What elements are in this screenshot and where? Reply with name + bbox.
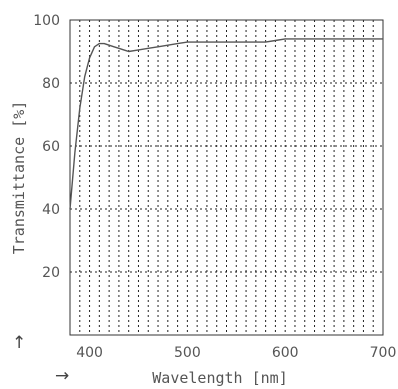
plot-frame (69, 19, 384, 336)
y-tick-label: 100 (33, 13, 60, 29)
x-tick-label: 500 (174, 345, 201, 361)
series-layer (69, 38, 383, 210)
y-tick-label: 40 (42, 202, 60, 218)
x-tick-label: 600 (272, 345, 299, 361)
grid-layer (70, 20, 383, 335)
transmittance-line (69, 38, 383, 210)
y-axis-arrow-icon: ↑ (12, 333, 26, 353)
y-axis-label: Transmittance [%] (10, 101, 28, 255)
x-axis-arrow-icon: → (55, 366, 69, 386)
x-axis-label: Wavelength [nm] (152, 369, 287, 387)
y-tick-label: 60 (42, 139, 60, 155)
x-tick-label: 400 (76, 345, 103, 361)
y-tick-label: 20 (42, 265, 60, 281)
x-tick-label: 700 (370, 345, 397, 361)
ticks-layer: 400 500 600 700 20 40 60 80 100 (33, 13, 396, 361)
y-tick-label: 80 (42, 76, 60, 92)
